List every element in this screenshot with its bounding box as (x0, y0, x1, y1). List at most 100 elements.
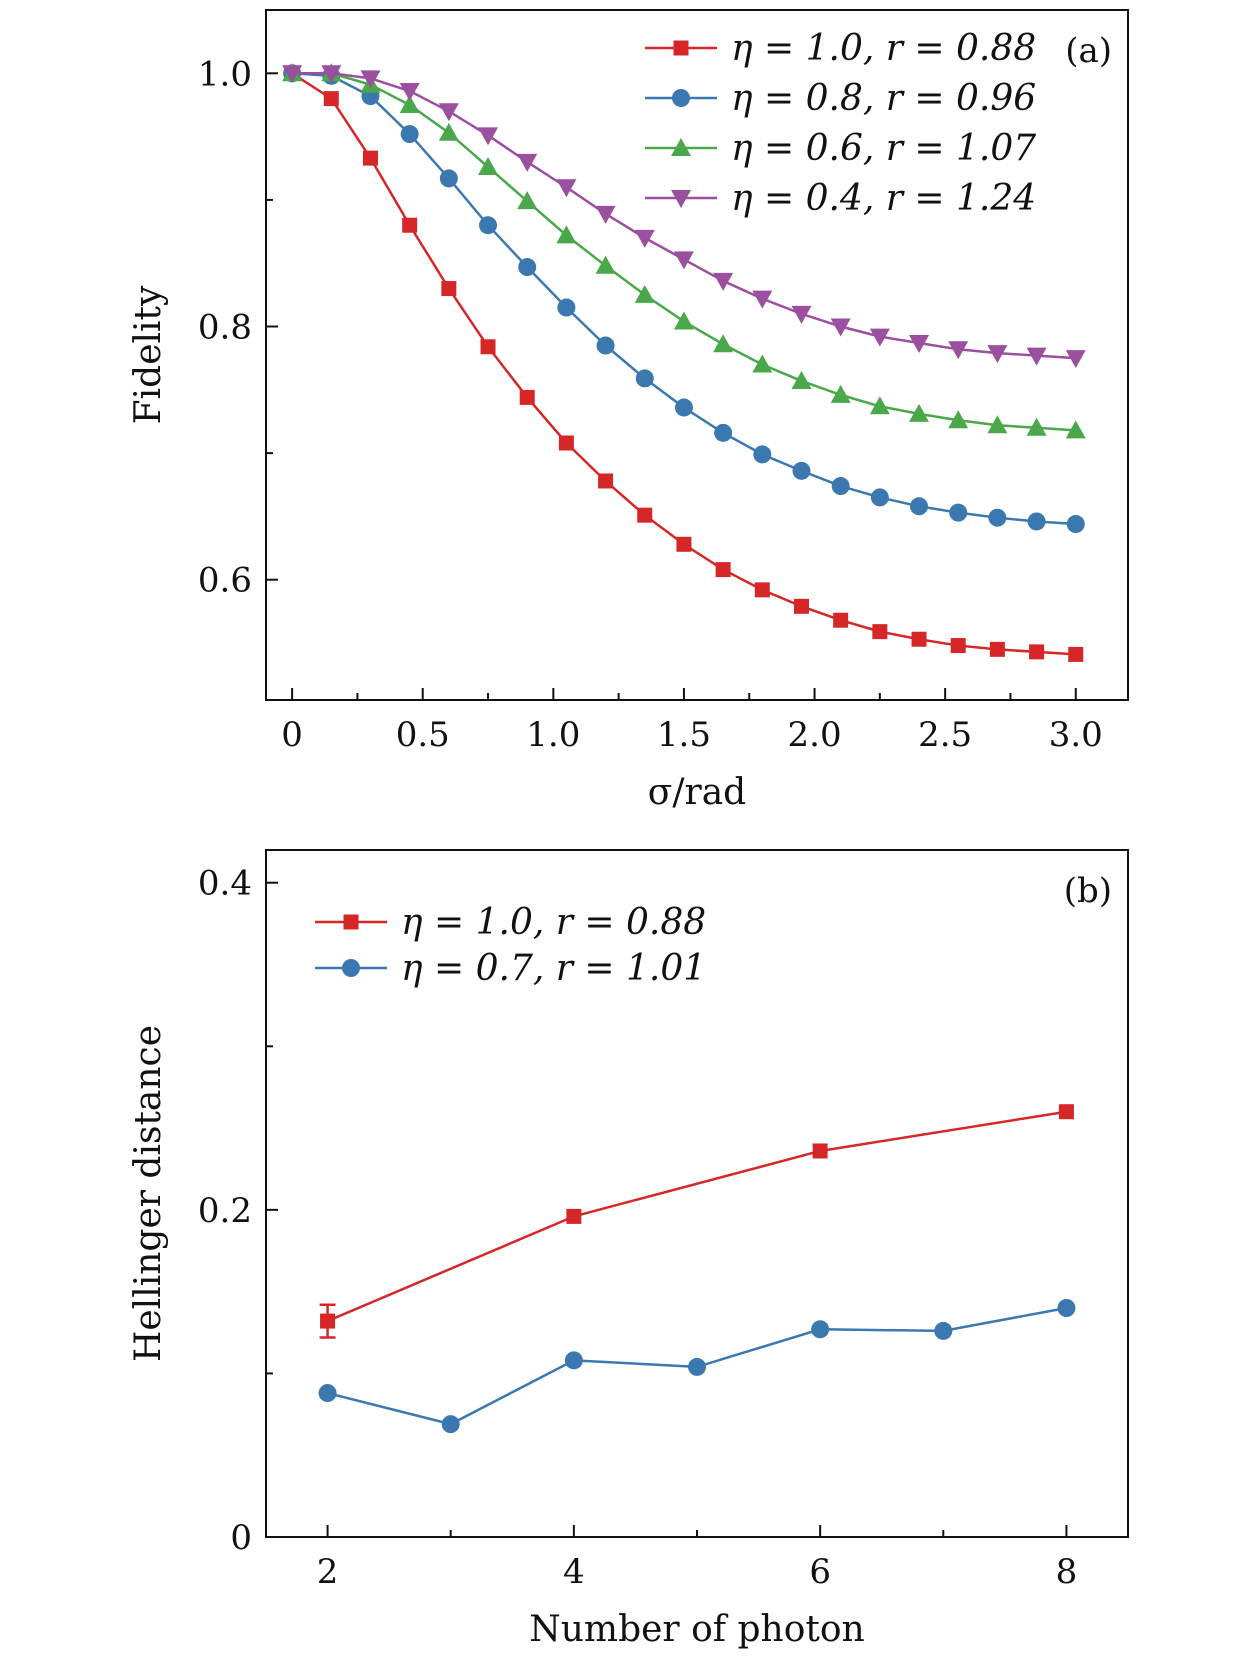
data-point (1027, 512, 1046, 531)
x-tick-label: 3.0 (1049, 715, 1103, 755)
panel-b-hellinger-chart: 2 4 6 8 0 0.2 0.4 Number of photon Hellinger dis… (128, 849, 1129, 1650)
series-1.0-r-0.88 (319, 1104, 1074, 1339)
data-point (323, 91, 339, 107)
data-point (441, 281, 457, 297)
data-point (1029, 644, 1045, 660)
series-line (327, 1110, 1067, 1323)
panel-a-fidelity-chart: 0 0.5 1.0 1.5 2.0 2.5 3.0 0.6 0.8 1.0 σ/rad Fidelit… (128, 9, 1129, 813)
data-point (910, 497, 929, 516)
data-point (282, 65, 303, 84)
legend-marker (343, 914, 359, 930)
data-point (791, 370, 812, 389)
y-axis-label: Hellinger distance (128, 1025, 169, 1362)
data-point (1058, 1104, 1074, 1120)
data-point (811, 1320, 830, 1339)
data-point (362, 150, 378, 166)
legend-entry: η = 1.0, r = 0.88 (645, 28, 1036, 69)
y-tick-label: 0 (230, 1518, 252, 1558)
legend-label: η = 0.7, r = 1.01 (401, 948, 706, 989)
data-point (948, 410, 969, 429)
legend-entry: η = 0.6, r = 1.07 (645, 128, 1036, 169)
data-point (438, 122, 459, 141)
data-point (400, 125, 419, 144)
data-point (713, 334, 734, 353)
data-point (674, 398, 693, 417)
data-point (478, 156, 499, 175)
data-point (676, 536, 692, 552)
data-point (673, 311, 694, 330)
data-point (869, 396, 890, 415)
series-0.7-r-1.01 (318, 1299, 1076, 1434)
legend-label: η = 1.0, r = 0.88 (401, 902, 706, 943)
data-point (791, 305, 812, 324)
x-tick-label: 2.5 (918, 715, 972, 755)
data-point (402, 217, 418, 233)
legend-marker (672, 89, 690, 107)
data-point (831, 477, 850, 496)
data-point (949, 503, 968, 522)
data-point (566, 1208, 582, 1224)
data-point (635, 369, 654, 388)
y-tick-label: 0.8 (198, 308, 252, 348)
plot-frame (265, 9, 1129, 701)
x-tick-label: 2 (317, 1552, 339, 1592)
data-point (688, 1357, 706, 1376)
legend-label: η = 0.8, r = 0.96 (731, 78, 1036, 119)
series-0.6-r-1.07 (282, 63, 1086, 439)
data-point (752, 290, 773, 309)
data-point (399, 83, 420, 102)
y-tick-label: 0.6 (198, 561, 252, 601)
data-point (634, 229, 655, 248)
x-tick-label: 1.0 (526, 715, 580, 755)
legend-label: η = 0.6, r = 1.07 (731, 128, 1036, 169)
data-point (870, 488, 889, 507)
y-tick-label: 0.2 (198, 1191, 252, 1231)
legend-marker (671, 138, 691, 156)
data-point (320, 1313, 336, 1329)
data-point (441, 1415, 460, 1434)
x-tick-label: 0 (281, 715, 303, 755)
y-axis-label: Fidelity (128, 285, 169, 424)
data-point (478, 127, 499, 146)
data-point (1066, 515, 1085, 534)
data-point (556, 225, 577, 244)
x-tick-label: 1.5 (657, 715, 711, 755)
data-point (1026, 417, 1047, 436)
legend-entry: η = 0.7, r = 1.01 (315, 948, 706, 989)
x-tick-label: 2.0 (788, 715, 842, 755)
data-point (988, 508, 1007, 527)
data-point (830, 384, 851, 403)
data-point (480, 339, 496, 355)
legend-label: η = 0.4, r = 1.24 (731, 178, 1036, 219)
data-point (596, 336, 615, 355)
data-point (1068, 646, 1084, 662)
data-point (518, 258, 537, 277)
x-tick-label: 8 (1056, 1552, 1078, 1592)
data-point (556, 179, 577, 198)
data-point (713, 272, 734, 291)
data-point (1057, 1299, 1076, 1317)
legend-entry: η = 0.8, r = 0.96 (645, 78, 1036, 119)
data-point (752, 354, 773, 373)
y-tick-label: 0.4 (198, 864, 252, 904)
x-axis-label: Number of photon (529, 1609, 865, 1650)
data-point (714, 423, 733, 442)
data-point (753, 445, 772, 464)
data-point (564, 1351, 583, 1370)
x-tick-label: 0.5 (396, 715, 450, 755)
data-point (987, 345, 1008, 364)
data-point (793, 598, 809, 614)
legend-marker (342, 959, 360, 977)
data-point (1026, 347, 1047, 366)
data-point (479, 216, 498, 235)
data-point (872, 624, 888, 640)
data-point (911, 631, 927, 647)
data-point (869, 328, 890, 347)
data-point (673, 251, 694, 270)
data-point (1065, 350, 1086, 369)
data-point (909, 403, 930, 422)
data-point (439, 169, 458, 188)
legend-entry: η = 1.0, r = 0.88 (315, 902, 706, 943)
x-axis-label: σ/rad (648, 772, 746, 813)
